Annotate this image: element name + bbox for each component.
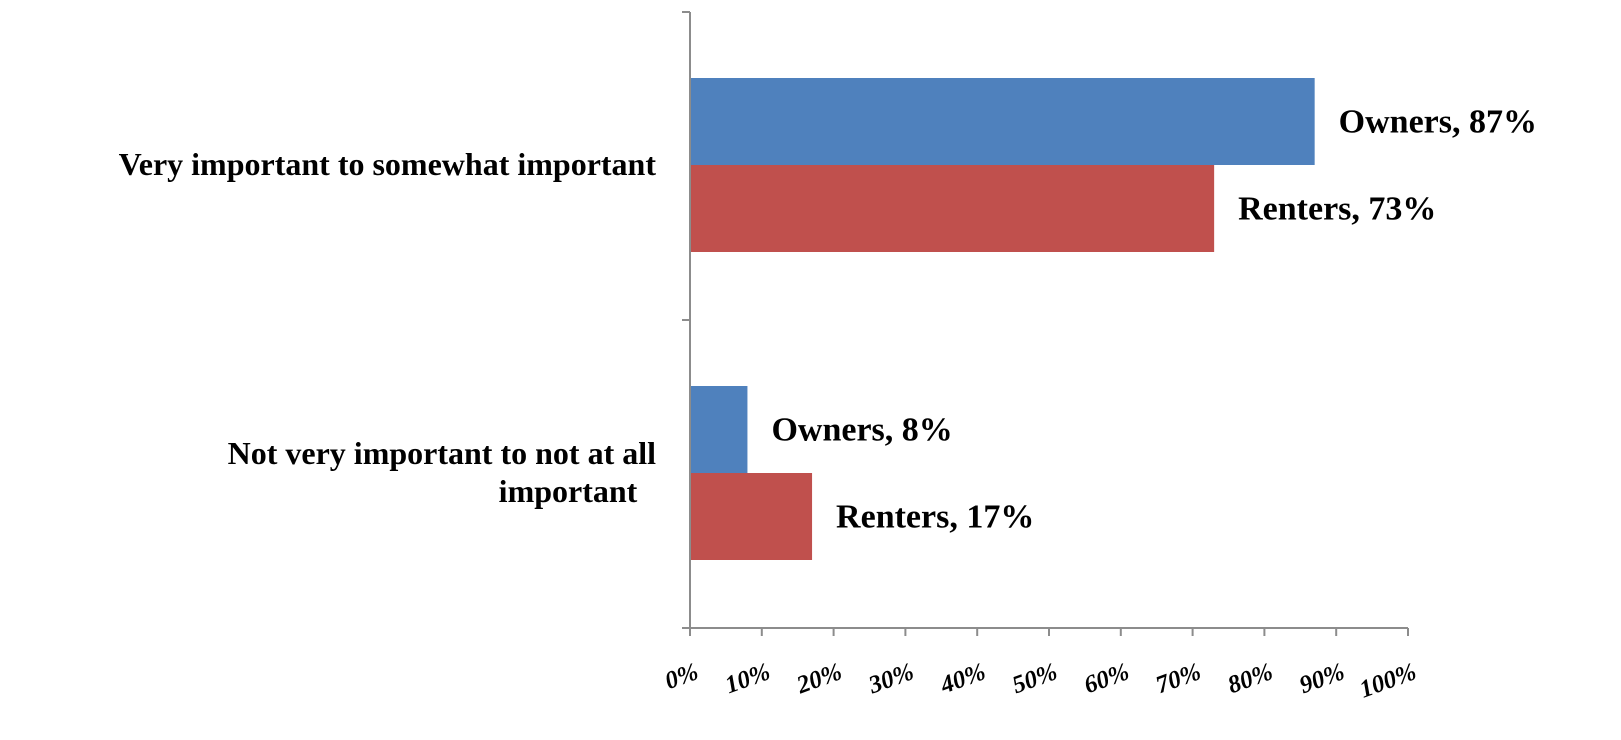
category-label-line: important (499, 473, 638, 509)
x-tick-label: 80% (1224, 658, 1276, 699)
category-labels-group: Very important to somewhat important Not … (119, 146, 657, 509)
x-tick-label: 20% (792, 658, 845, 699)
category-label-line: Not very important to not at all (228, 435, 656, 471)
x-tick-label: 30% (864, 658, 917, 699)
bar-renters-0 (690, 165, 1215, 252)
bar-owners-1 (690, 386, 748, 473)
category-label-line: Very important to somewhat important (119, 146, 657, 182)
x-tick-label: 70% (1152, 658, 1204, 699)
data-label-owners-1: Owners, 8% (771, 412, 952, 449)
data-label-renters-1: Renters, 17% (836, 499, 1034, 536)
x-tick-label: 40% (936, 658, 989, 699)
x-tick-labels-group: 0% 10% 20% 30% 40% 50% 60% 70% 80% 90% 100% (661, 658, 1420, 703)
x-tick-label: 100% (1356, 658, 1420, 703)
bar-owners-0 (690, 78, 1315, 165)
x-tick-label: 10% (722, 658, 774, 699)
category-label-0: Very important to somewhat important (119, 146, 657, 182)
bar-renters-1 (690, 473, 813, 560)
axes-group (682, 11, 1409, 636)
data-label-owners-0: Owners, 87% (1339, 104, 1537, 141)
bars-group (690, 78, 1315, 560)
x-tick-label: 50% (1009, 658, 1061, 699)
x-tick-label: 90% (1296, 658, 1348, 699)
x-tick-label: 60% (1081, 658, 1133, 699)
data-label-renters-0: Renters, 73% (1238, 191, 1436, 228)
category-label-1: Not very important to not at all importan… (228, 435, 656, 509)
x-tick-label: 0% (661, 658, 702, 695)
data-labels-group: Owners, 87% Renters, 73% Owners, 8% Renters… (771, 104, 1537, 536)
